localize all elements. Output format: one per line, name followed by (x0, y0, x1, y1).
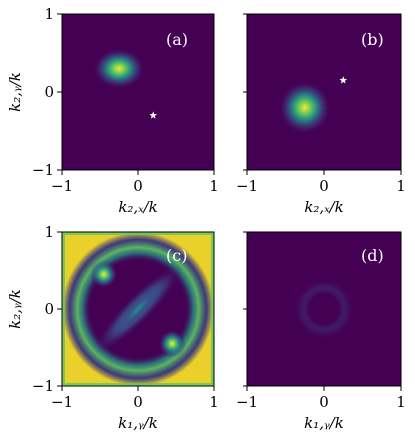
panel-a-y-ticks: 1 0 −1 (32, 5, 62, 179)
x-tick-label: 0 (319, 393, 329, 411)
star-marker (149, 111, 157, 119)
panel-a-y-axis-label: k₂,ᵧ/k (6, 72, 24, 112)
intensity-blob (293, 278, 355, 340)
y-tick-label: 0 (44, 83, 54, 101)
x-tick-label: 0 (133, 177, 143, 195)
panel-c-x-ticks: −1 0 1 (51, 386, 219, 411)
y-tick-label: 1 (44, 223, 54, 241)
panel-d-x-axis-label: k₁,ᵧ/k (304, 414, 344, 432)
panel-b-label: (b) (361, 30, 384, 49)
panel-a: (a) −1 0 1 1 0 −1 k₂,ₓ/k k₂,ᵧ/k (6, 5, 219, 216)
x-tick-label: 1 (396, 177, 406, 195)
panel-c: (c) −1 0 1 1 0 −1 k₁,ᵧ/k k₂,ᵧ/k (6, 223, 219, 432)
panel-b-x-ticks: −1 0 1 (236, 170, 406, 195)
panel-a-x-axis-label: k₂,ₓ/k (118, 198, 157, 216)
panel-d: (d) −1 0 1 k₁,ᵧ/k (236, 231, 406, 432)
panel-a-heatmap (62, 14, 214, 170)
intensity-blob (90, 260, 118, 289)
panel-c-x-axis-label: k₁,ᵧ/k (118, 414, 158, 432)
x-tick-label: −1 (236, 393, 258, 411)
intensity-blob (278, 81, 331, 135)
x-tick-label: 0 (133, 393, 143, 411)
intensity-blob (93, 48, 145, 89)
panel-d-heatmap (247, 232, 401, 386)
panel-d-y-ticks (243, 231, 247, 387)
panel-c-y-ticks: 1 0 −1 (32, 223, 62, 395)
panel-d-label: (d) (361, 246, 384, 265)
heatmap-background (62, 14, 214, 170)
y-tick-label: −1 (32, 377, 54, 395)
y-tick-label: −1 (32, 161, 54, 179)
intensity-blob (93, 264, 183, 354)
y-tick-label: 1 (44, 5, 54, 23)
intensity-blob (158, 329, 186, 358)
edge-border (62, 232, 214, 386)
x-tick-label: 1 (209, 393, 219, 411)
x-tick-label: 0 (319, 177, 329, 195)
y-tick-label: 0 (44, 300, 54, 318)
panel-c-y-axis-label: k₂,ᵧ/k (6, 289, 24, 329)
x-tick-label: −1 (236, 177, 258, 195)
panel-a-x-ticks: −1 0 1 (51, 170, 219, 195)
panel-c-label: (c) (166, 246, 187, 265)
x-tick-label: 1 (396, 393, 406, 411)
panel-b-heatmap (247, 14, 401, 170)
panel-c-heatmap (62, 232, 214, 386)
panel-d-x-ticks: −1 0 1 (236, 386, 406, 411)
x-tick-label: −1 (51, 177, 73, 195)
x-tick-label: −1 (51, 393, 73, 411)
x-tick-label: 1 (209, 177, 219, 195)
star-marker (339, 76, 348, 84)
panel-b: (b) −1 0 1 k₂,ₓ/k (236, 13, 406, 216)
panel-b-x-axis-label: k₂,ₓ/k (304, 198, 343, 216)
panel-a-label: (a) (166, 30, 188, 49)
panel-b-y-ticks (243, 13, 247, 171)
